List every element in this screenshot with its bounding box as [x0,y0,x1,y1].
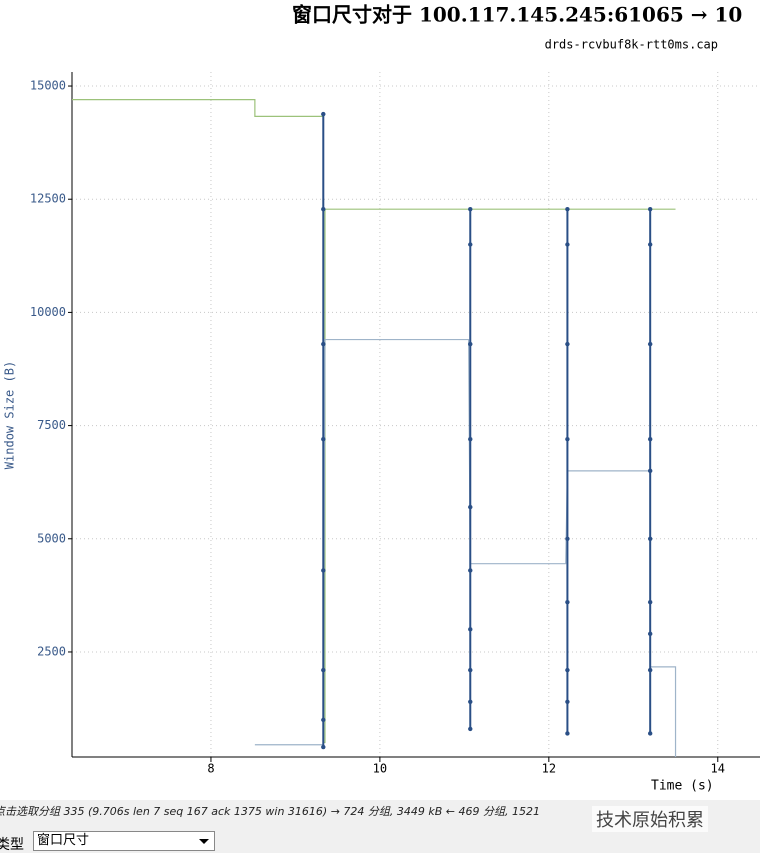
watermark: 技术原始积累 [592,806,708,832]
data-point [468,627,473,632]
series-line [254,338,677,757]
data-point [647,667,653,673]
data-point [468,699,473,704]
data-point [321,206,326,212]
data-point [565,599,570,605]
data-point [565,341,570,347]
y-tick-label: 15000 [30,79,66,93]
data-point [468,726,473,732]
chart-subtitle: drds-rcvbuf8k-rtt0ms.cap [545,38,718,52]
data-point [468,206,473,212]
y-tick-label: 10000 [30,305,66,319]
data-point [468,242,473,247]
x-tick-label: 14 [711,762,725,776]
data-point [647,731,653,736]
data-point [565,699,570,704]
data-point [321,111,326,117]
data-point [468,667,473,673]
y-tick-label: 12500 [30,192,66,206]
status-bar: 点击选取分组 335 (9.706s len 7 seq 167 ack 137… [0,805,540,818]
data-point [321,717,326,723]
data-point [647,468,653,474]
data-point [647,341,653,347]
data-point [468,504,473,510]
x-axis-label: Time (s) [651,779,714,794]
data-point [565,242,570,247]
data-point [321,341,326,347]
y-axis-label: Window Size (B) [3,361,17,469]
type-select[interactable]: 窗口尺寸 [33,831,215,851]
data-point [647,631,653,637]
data-point [468,341,473,347]
series-line [322,114,652,748]
data-point [647,436,653,442]
data-point [321,568,326,573]
x-tick-label: 10 [373,762,387,776]
y-tick-label: 5000 [37,531,66,545]
y-tick-label: 2500 [37,644,66,658]
data-point [565,436,570,442]
y-tick-label: 7500 [37,418,66,432]
chart: 窗口尺寸对于 100.117.145.245:61065 → 10 drds-r… [0,0,760,800]
data-point [565,667,570,673]
data-point [468,568,473,573]
data-point [468,436,473,442]
data-point [321,436,326,442]
type-label: 类型 [0,837,24,853]
x-tick-label: 12 [542,762,556,776]
data-point [565,206,570,212]
data-point [565,731,570,736]
data-point [647,536,653,541]
data-point [321,744,326,750]
x-tick-label: 8 [207,762,214,776]
data-point [647,206,653,212]
chart-title: 窗口尺寸对于 100.117.145.245:61065 → 10 [292,3,742,27]
data-point [647,242,653,247]
data-point [321,667,326,673]
data-point [647,599,653,605]
data-point [565,536,570,541]
